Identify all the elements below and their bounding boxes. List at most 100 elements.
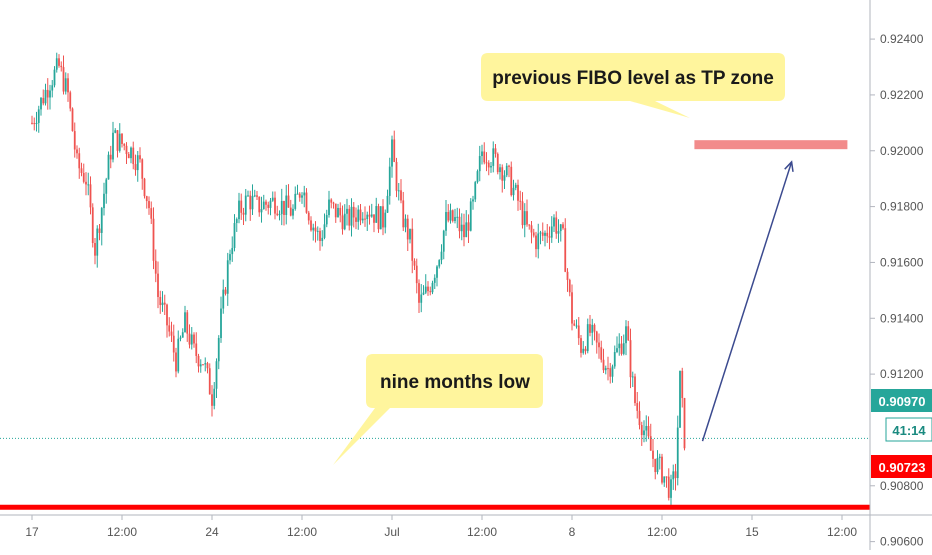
candle xyxy=(469,198,472,232)
candle-body xyxy=(89,184,92,208)
y-tick-label: 0.92200 xyxy=(880,88,924,102)
candle-body xyxy=(643,430,645,436)
candle-body xyxy=(456,216,459,218)
candle-body xyxy=(220,308,222,339)
candle-body xyxy=(501,167,504,181)
candle-body xyxy=(400,190,402,201)
y-axis[interactable]: 0.92400 0.92200 0.92000 0.91800 0.91600 0.914… xyxy=(870,32,924,549)
candle xyxy=(240,193,243,220)
candle xyxy=(397,183,400,201)
candle xyxy=(307,210,310,225)
candle-body xyxy=(46,89,49,98)
candle-body xyxy=(598,342,600,348)
candle xyxy=(541,222,544,242)
candle xyxy=(116,129,119,158)
candle-body xyxy=(208,368,211,395)
candle-body xyxy=(352,206,355,218)
candle xyxy=(235,217,238,232)
candle xyxy=(472,195,474,210)
candle xyxy=(229,249,231,265)
candle-body xyxy=(125,145,128,155)
candle xyxy=(530,221,533,244)
candle-body xyxy=(647,425,650,437)
candle-body xyxy=(199,364,202,367)
candle xyxy=(172,324,175,362)
drawings-layer[interactable] xyxy=(0,140,870,510)
x-tick-label: 12:00 xyxy=(467,525,497,539)
candle xyxy=(382,199,384,236)
candle-body xyxy=(355,217,357,222)
candle xyxy=(251,184,254,215)
candle-body xyxy=(235,219,238,224)
candle xyxy=(301,192,303,204)
candle-body xyxy=(652,450,654,459)
candle-body xyxy=(519,200,522,202)
candle xyxy=(499,163,501,180)
candle-body xyxy=(177,338,180,372)
candle-body xyxy=(625,326,627,344)
candle xyxy=(125,142,128,164)
candle xyxy=(458,208,461,239)
candle-body xyxy=(566,271,569,280)
candle xyxy=(157,261,159,309)
candle xyxy=(613,345,616,369)
x-axis[interactable]: 17 12:00 24 12:00 Jul 12:00 8 12:00 15 12:00 xyxy=(25,515,857,539)
candle-body xyxy=(602,359,605,371)
candle-body xyxy=(553,217,555,227)
candle xyxy=(526,199,528,227)
candle xyxy=(220,296,222,343)
candle xyxy=(285,184,288,225)
candle-body xyxy=(683,398,686,449)
candle xyxy=(424,274,427,295)
candle xyxy=(370,203,373,218)
candle-body xyxy=(629,340,632,378)
candle xyxy=(649,423,652,451)
candle-body xyxy=(402,200,405,228)
candle-body xyxy=(382,206,384,228)
candle xyxy=(296,184,299,195)
candle xyxy=(287,184,290,208)
callout-nine-months-low[interactable]: nine months low xyxy=(333,354,543,465)
candle-body xyxy=(665,476,668,478)
x-tick-label: 12:00 xyxy=(827,525,857,539)
candle xyxy=(368,205,371,225)
candle xyxy=(494,143,497,158)
tp-zone-rect[interactable] xyxy=(694,140,848,150)
callout-tp-zone[interactable]: previous FIBO level as TP zone xyxy=(481,53,785,118)
candle xyxy=(681,367,684,408)
candle-body xyxy=(141,159,144,179)
candle xyxy=(262,194,265,210)
candle xyxy=(73,122,76,158)
candle xyxy=(179,335,182,342)
candle xyxy=(316,226,319,241)
candle-body xyxy=(523,211,526,226)
x-tick-label: 17 xyxy=(25,525,39,539)
candle-body xyxy=(294,193,297,209)
candle xyxy=(609,362,612,384)
candle xyxy=(406,214,409,252)
candle-body xyxy=(454,217,456,221)
x-tick-label: 12:00 xyxy=(287,525,317,539)
candle xyxy=(231,236,234,262)
candle-body xyxy=(564,228,567,272)
candle-body xyxy=(202,364,204,366)
candle xyxy=(294,186,297,211)
candle-body xyxy=(55,58,58,70)
current-price-label: 0.90970 xyxy=(879,394,926,409)
projection-arrow[interactable] xyxy=(701,161,793,442)
candle xyxy=(418,279,420,313)
candle xyxy=(60,61,63,72)
candle xyxy=(244,188,247,222)
candle-body xyxy=(658,456,661,459)
candle-body xyxy=(357,209,360,222)
candle xyxy=(249,190,252,221)
candle xyxy=(58,54,60,68)
candle xyxy=(600,340,603,363)
candle-body xyxy=(40,97,42,110)
candle xyxy=(242,207,245,226)
candle-body xyxy=(231,247,234,255)
candle xyxy=(44,83,47,106)
candle-body xyxy=(391,139,393,167)
